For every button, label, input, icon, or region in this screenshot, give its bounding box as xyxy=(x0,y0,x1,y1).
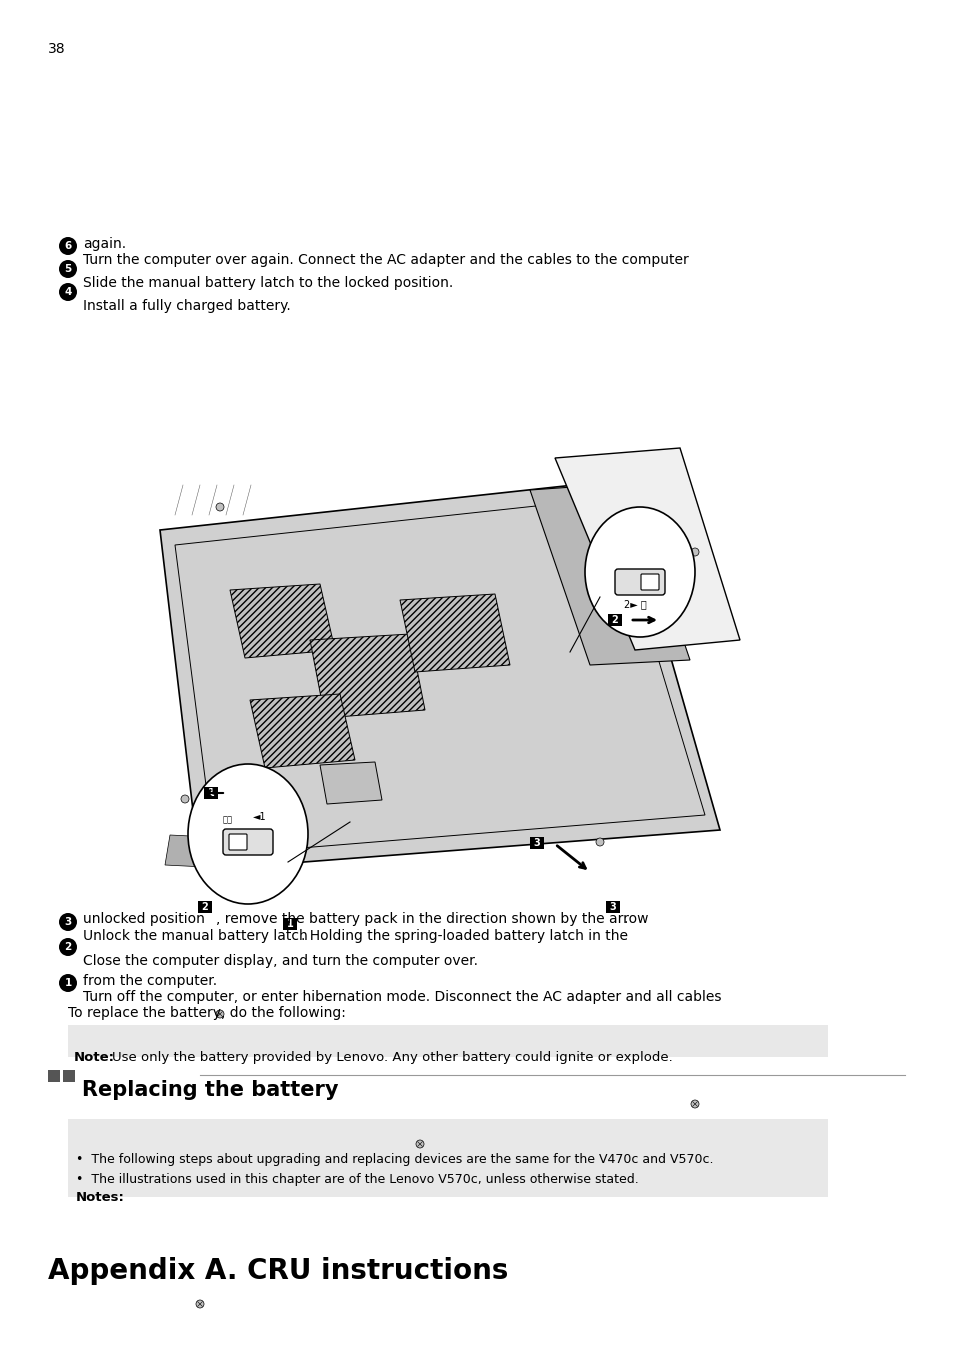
Text: again.: again. xyxy=(83,237,126,251)
Circle shape xyxy=(181,795,189,803)
Text: .: . xyxy=(623,913,628,926)
Bar xyxy=(48,1069,60,1082)
Circle shape xyxy=(596,838,603,846)
Text: Turn the computer over again. Connect the AC adapter and the cables to the compu: Turn the computer over again. Connect th… xyxy=(83,253,688,266)
Text: 3: 3 xyxy=(533,838,539,848)
Circle shape xyxy=(215,503,224,511)
Bar xyxy=(63,1069,75,1082)
Text: Use only the battery provided by Lenovo. Any other battery could ignite or explo: Use only the battery provided by Lenovo.… xyxy=(112,1051,672,1064)
FancyBboxPatch shape xyxy=(229,834,247,850)
Polygon shape xyxy=(310,634,424,718)
Polygon shape xyxy=(399,594,510,672)
Polygon shape xyxy=(160,480,720,869)
Text: 2: 2 xyxy=(201,902,208,913)
Text: 5: 5 xyxy=(64,264,71,274)
Text: 38: 38 xyxy=(48,42,66,55)
Polygon shape xyxy=(230,584,335,658)
Text: Notes:: Notes: xyxy=(76,1191,125,1205)
Text: 2: 2 xyxy=(64,942,71,952)
Text: 3: 3 xyxy=(64,917,71,927)
Ellipse shape xyxy=(188,764,308,904)
Text: 3: 3 xyxy=(609,902,616,913)
Polygon shape xyxy=(555,448,740,650)
Text: •  The following steps about upgrading and replacing devices are the same for th: • The following steps about upgrading an… xyxy=(76,1153,713,1165)
Text: •  The illustrations used in this chapter are of the Lenovo V570c, unless otherw: • The illustrations used in this chapter… xyxy=(76,1174,639,1186)
FancyBboxPatch shape xyxy=(607,614,621,626)
FancyBboxPatch shape xyxy=(605,900,619,913)
Circle shape xyxy=(59,973,77,992)
Text: Turn off the computer, or enter hibernation mode. Disconnect the AC adapter and : Turn off the computer, or enter hibernat… xyxy=(83,990,720,1005)
Text: Appendix A. CRU instructions: Appendix A. CRU instructions xyxy=(48,1257,508,1284)
Text: Slide the manual battery latch to the locked position.: Slide the manual battery latch to the lo… xyxy=(83,276,453,289)
Polygon shape xyxy=(250,694,355,768)
Polygon shape xyxy=(319,763,381,804)
Circle shape xyxy=(59,260,77,279)
Circle shape xyxy=(416,1140,423,1148)
Text: , remove the battery pack in the direction shown by the arrow: , remove the battery pack in the directi… xyxy=(215,913,648,926)
Text: . Holding the spring-loaded battery latch in the: . Holding the spring-loaded battery latc… xyxy=(301,929,627,942)
Text: 6: 6 xyxy=(64,241,71,251)
FancyBboxPatch shape xyxy=(68,1119,827,1197)
FancyBboxPatch shape xyxy=(615,569,664,595)
Text: 1: 1 xyxy=(208,788,214,798)
Text: 1: 1 xyxy=(64,979,71,988)
Text: 2: 2 xyxy=(611,615,618,625)
Polygon shape xyxy=(165,836,270,869)
FancyBboxPatch shape xyxy=(223,829,273,854)
FancyBboxPatch shape xyxy=(198,900,212,913)
Text: 🔒🔓: 🔒🔓 xyxy=(223,815,233,825)
Circle shape xyxy=(59,283,77,301)
Circle shape xyxy=(59,938,77,956)
Circle shape xyxy=(215,1010,224,1018)
Text: To replace the battery, do the following:: To replace the battery, do the following… xyxy=(68,1006,346,1019)
Circle shape xyxy=(195,1301,204,1307)
Ellipse shape xyxy=(584,507,695,637)
Text: ◄1: ◄1 xyxy=(253,813,266,822)
Circle shape xyxy=(59,913,77,932)
Text: 4: 4 xyxy=(64,288,71,297)
Text: unlocked position: unlocked position xyxy=(83,913,205,926)
Text: 2► 🔓: 2► 🔓 xyxy=(623,599,646,608)
FancyBboxPatch shape xyxy=(530,837,543,849)
Circle shape xyxy=(59,237,77,256)
Text: from the computer.: from the computer. xyxy=(83,973,217,988)
Circle shape xyxy=(690,548,699,556)
FancyBboxPatch shape xyxy=(640,575,659,589)
FancyBboxPatch shape xyxy=(68,1025,827,1057)
Polygon shape xyxy=(530,483,689,665)
Circle shape xyxy=(690,1101,699,1109)
Text: Unlock the manual battery latch: Unlock the manual battery latch xyxy=(83,929,308,942)
Text: Close the computer display, and turn the computer over.: Close the computer display, and turn the… xyxy=(83,955,477,968)
Text: Install a fully charged battery.: Install a fully charged battery. xyxy=(83,299,291,314)
FancyBboxPatch shape xyxy=(283,918,296,930)
Text: 1: 1 xyxy=(286,919,294,929)
Text: Note:: Note: xyxy=(74,1051,115,1064)
Text: Replacing the battery: Replacing the battery xyxy=(82,1080,338,1101)
FancyBboxPatch shape xyxy=(204,787,218,799)
